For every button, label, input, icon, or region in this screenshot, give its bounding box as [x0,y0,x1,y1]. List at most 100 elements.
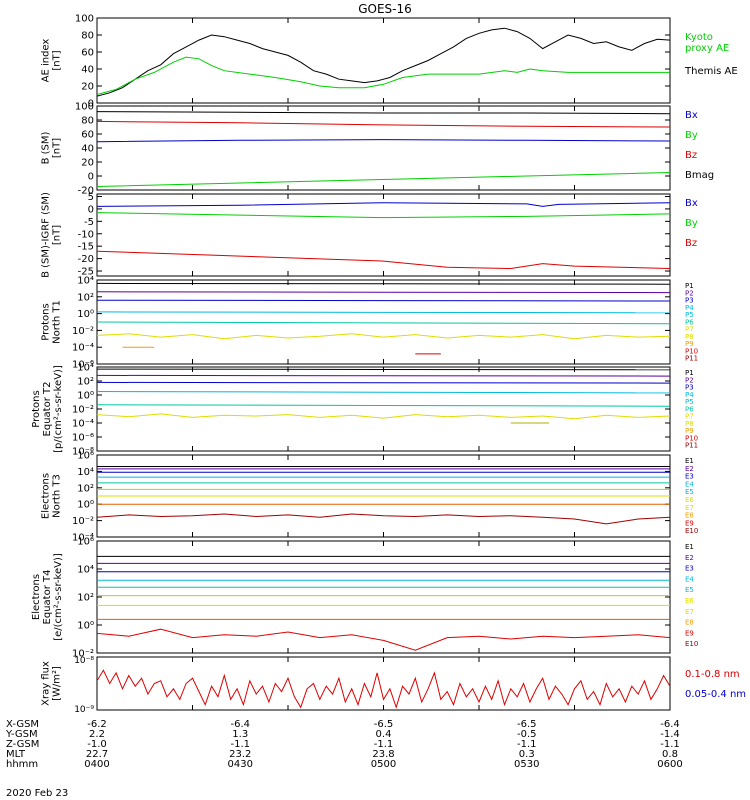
legend-entry: P4 [685,304,694,312]
y-axis-label: [e/(cm²-s-sr-keV)] [53,553,64,641]
y-tick-label: 5 [88,192,94,203]
orbit-value: 23.2 [229,749,251,760]
legend-entry: P8 [685,420,694,428]
y-axis-label: [nT] [52,138,63,158]
legend-entry: E2 [685,554,694,562]
y-tick-label: 10⁻² [72,516,94,527]
y-tick-label: 0 [88,172,94,183]
series-line-p1 [97,282,670,285]
legend-entry: E2 [685,465,694,473]
series-group [97,202,670,270]
legend-entry: P5 [685,311,694,319]
series-line-p1 [97,368,670,371]
legend-entry: Bx [685,198,698,209]
orbit-value: -6.5 [374,719,394,730]
y-tick-label: 80 [81,116,94,127]
series-line-p4 [97,391,670,394]
y-tick-label: 10⁻⁸ [72,447,94,458]
series-line-p2 [97,374,670,377]
y-tick-label: 60 [81,130,94,141]
y-tick-label: -20 [78,186,94,197]
orbit-value: 0500 [371,759,396,770]
panel-frame [96,366,671,452]
series-group [97,27,670,97]
panel-bsm: -20 0 20 40 60 80 100 B (SM) [nT] Bx By Bz Bmag [41,102,715,197]
y-tick-label: 10⁴ [77,276,94,287]
legend-entry: E10 [685,640,698,648]
series-group [97,555,670,651]
y-tick-label: 10⁻² [72,649,94,660]
y-tick-label: 10⁻⁹ [74,705,94,715]
y-axis-label: Protons [41,303,52,340]
series-group [97,669,670,709]
legend-entry: E9 [685,629,694,637]
y-axis-label: Xray flux [41,661,52,706]
series-line-by [97,172,670,187]
y-tick-label: 10⁻⁴ [72,419,94,430]
y-tick-label: 40 [81,65,94,76]
y-axis-label: [W/m²] [52,666,63,701]
legend-entry: E8 [685,619,694,627]
legend-entry: P1 [685,282,694,290]
legend-entry: E9 [685,519,694,527]
series-line-bz [97,120,670,128]
orbit-row-label: hhmm [6,759,38,770]
orbit-value: -1.1 [660,739,680,750]
series-line-bx [97,202,670,207]
legend-entry: E3 [685,473,694,481]
legend-entry: E5 [685,488,694,496]
y-axis-label: North T3 [52,474,63,518]
orbit-value: 0.8 [662,749,678,760]
panel-frame [96,17,671,104]
y-axis-label: Equator T4 [42,570,53,625]
series-line-p5 [97,311,670,314]
series-group [97,368,670,424]
legend-entry: E5 [685,586,694,594]
panel-frame [96,105,671,191]
y-tick-label: 10⁰ [77,621,94,632]
date-label: 2020 Feb 23 [6,788,68,799]
orbit-value: -1.1 [374,739,394,750]
legend-entry: 0.1-0.8 nm [685,669,740,680]
legend-entry: E1 [685,543,694,551]
y-tick-label: 10⁶ [77,451,94,462]
y-tick-label: 10⁰ [77,309,94,320]
orbit-value: 2.2 [89,729,105,740]
series-line-e10 [97,628,670,651]
plot-title: GOES-16 [358,2,412,16]
y-tick-label: 20 [81,82,94,93]
orbit-value: 1.3 [232,729,248,740]
y-tick-label: 10² [77,593,94,604]
y-tick-label: 60 [81,48,94,59]
legend-entry: E6 [685,597,694,605]
y-axis-label: [nT] [52,225,63,245]
y-tick-label: 10² [77,377,94,388]
series-line-by [97,212,670,219]
orbit-row-label: MLT [6,749,26,760]
y-tick-label: 10⁰ [77,391,94,402]
y-tick-label: -5 [84,217,94,228]
y-axis-label: Protons [31,390,42,427]
orbit-value: -0.5 [517,729,537,740]
orbit-value: -1.1 [517,739,537,750]
orbit-value: -1.4 [660,729,680,740]
legend-entry: P3 [685,384,694,392]
series-line-p6 [97,321,670,325]
y-tick-label: 10⁻² [72,405,94,416]
legend-entry: P8 [685,333,694,341]
y-tick-label: 40 [81,144,94,155]
legend-entry: P5 [685,398,694,406]
y-axis-label: Electrons [41,473,52,519]
series-group [97,466,670,525]
series-group [97,111,670,187]
legend: Bx By Bz [685,198,698,249]
series-line-kyoto-proxy-ae [97,56,670,95]
orbit-value: 22.7 [86,749,108,760]
